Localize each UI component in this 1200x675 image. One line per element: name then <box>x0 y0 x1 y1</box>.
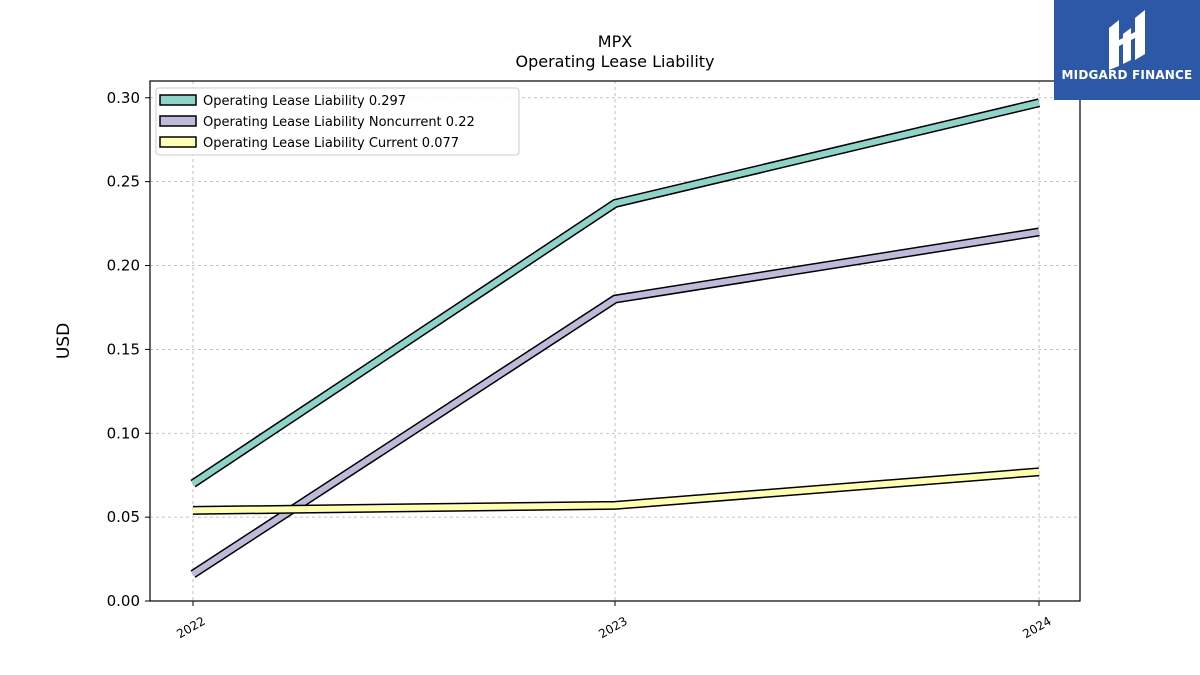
chart-title: MPX <box>597 32 633 51</box>
series-outline <box>190 98 1041 488</box>
y-tick-label: 0.15 <box>107 340 140 358</box>
legend-swatch <box>159 136 197 148</box>
y-tick-label: 0.25 <box>107 173 140 191</box>
y-tick-label: 0.00 <box>107 592 140 610</box>
legend-swatch <box>159 94 197 106</box>
y-tick-label: 0.20 <box>107 257 140 275</box>
y-tick-label: 0.10 <box>107 424 140 442</box>
series-line <box>192 468 1040 514</box>
legend-swatch <box>159 115 197 127</box>
series-line <box>191 99 1040 487</box>
plot-frame <box>149 80 1081 602</box>
midgard-logo-icon <box>1109 10 1145 70</box>
x-tick-label: 2023 <box>596 614 629 641</box>
brand-logo: MIDGARD FINANCE <box>1054 0 1200 100</box>
x-tick-label: 2022 <box>174 614 207 641</box>
x-tick-label: 2024 <box>1020 614 1053 641</box>
logo-text: MIDGARD FINANCE <box>1061 68 1193 82</box>
y-tick-label: 0.05 <box>107 508 140 526</box>
series-line <box>191 229 1040 577</box>
y-tick-label: 0.30 <box>107 89 140 107</box>
legend-label: Operating Lease Liability Noncurrent 0.2… <box>203 115 475 130</box>
legend-label: Operating Lease Liability 0.297 <box>203 94 406 109</box>
legend-box <box>155 87 520 156</box>
chart-subtitle: Operating Lease Liability <box>515 52 715 71</box>
legend-label: Operating Lease Liability Current 0.077 <box>203 136 459 151</box>
